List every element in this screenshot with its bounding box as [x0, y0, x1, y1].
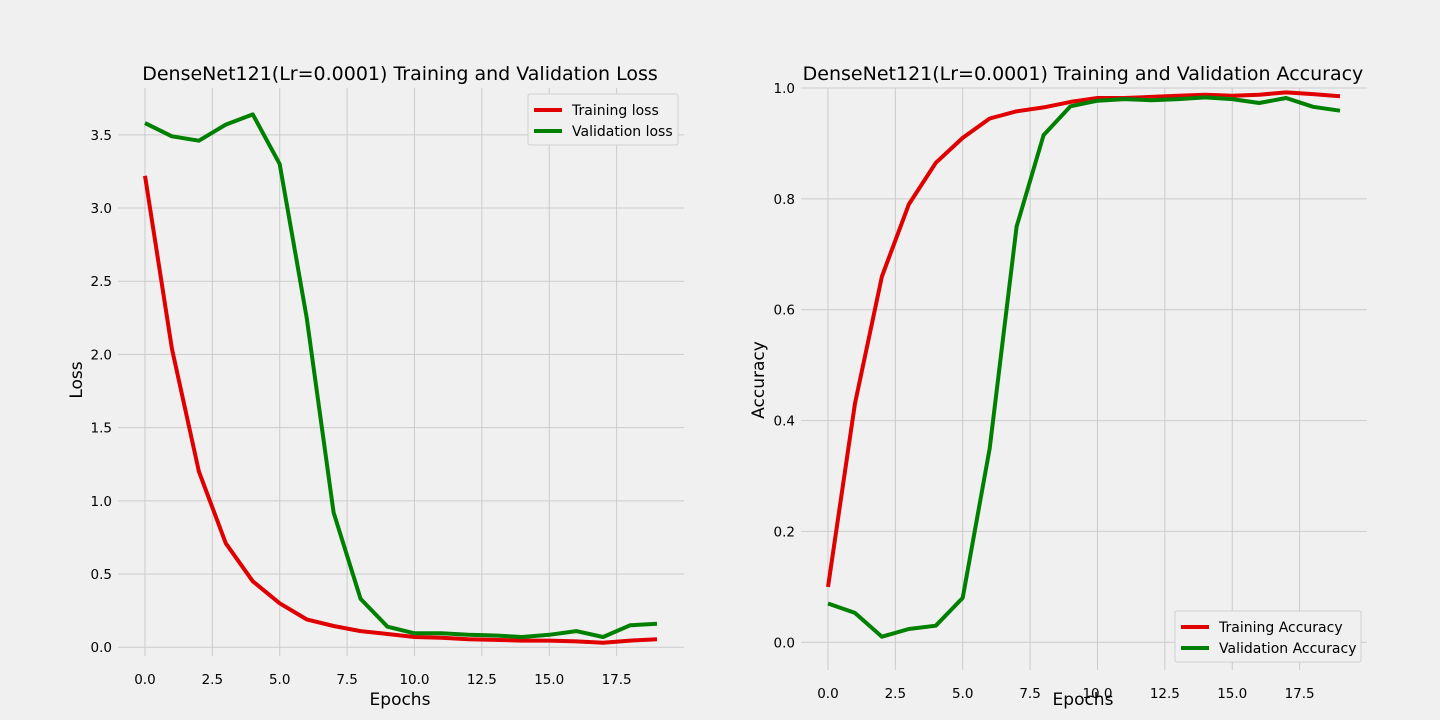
loss-legend-label: Training loss: [571, 103, 659, 119]
accuracy-y-tick-label: 0.2: [774, 524, 795, 540]
loss-y-tick-label: 2.0: [91, 347, 112, 363]
loss-grid: [118, 88, 684, 656]
accuracy-x-ticks: 0.0 2.5 5.0 7.5 10.0 12.5 15.0 17.5: [817, 686, 1314, 702]
accuracy-x-tick-label: 10.0: [1082, 686, 1112, 702]
loss-legend-label: Validation loss: [572, 124, 673, 140]
accuracy-legend-box: [1174, 610, 1362, 663]
accuracy-chart-title: DenseNet121(Lr=0.0001) Training and Vali…: [803, 63, 1364, 85]
loss-series: [143, 112, 658, 645]
accuracy-series: [826, 90, 1341, 639]
loss-series-validation-loss: [144, 112, 658, 639]
accuracy-x-axis-label: Epochs: [1053, 690, 1114, 710]
accuracy-x-tick-label: 0.0: [817, 686, 838, 702]
loss-y-tick-label: 1.0: [91, 494, 112, 510]
accuracy-y-axis-label: Accuracy: [749, 341, 769, 419]
accuracy-chart: 0.0 2.5 5.0 7.5 10.0 12.5 15.0 17.5 0.00.20.40.…: [749, 63, 1367, 710]
accuracy-x-tick-label: 15.0: [1217, 686, 1247, 702]
accuracy-legend-label: Validation Accuracy: [1219, 641, 1357, 657]
loss-x-axis-label: Epochs: [370, 690, 431, 710]
loss-chart-title: DenseNet121(Lr=0.0001) Training and Vali…: [142, 63, 658, 85]
loss-x-tick-label: 17.5: [602, 672, 632, 688]
accuracy-series-validation-accuracy: [827, 95, 1341, 639]
loss-x-tick-label: 10.0: [399, 672, 429, 688]
loss-x-tick-label: 5.0: [269, 672, 290, 688]
accuracy-x-tick-label: 5.0: [952, 686, 973, 702]
accuracy-x-tick-label: 17.5: [1285, 686, 1315, 702]
accuracy-x-tick-label: 7.5: [1019, 686, 1040, 702]
accuracy-y-tick-label: 0.8: [774, 192, 795, 208]
accuracy-y-tick-label: 0.4: [774, 414, 795, 430]
loss-x-tick-label: 0.0: [134, 672, 155, 688]
accuracy-legend: Training Accuracy Validation Accuracy: [1174, 610, 1362, 663]
loss-legend-box: [527, 93, 679, 146]
loss-legend: Training loss Validation loss: [527, 93, 679, 146]
accuracy-x-tick-label: 12.5: [1150, 686, 1180, 702]
loss-series-training-loss: [143, 175, 658, 645]
loss-x-tick-label: 15.0: [534, 672, 564, 688]
loss-chart: 0.0 2.5 5.0 7.5 10.0 12.5 15.0 17.5 0.0 0.5 1.0 1.…: [67, 63, 684, 710]
accuracy-y-tick-label: 0.0: [774, 635, 795, 651]
loss-y-tick-label: 0.5: [91, 567, 112, 583]
loss-y-tick-label: 1.5: [91, 421, 112, 437]
loss-y-tick-label: 3.5: [91, 128, 112, 144]
accuracy-series-training-accuracy: [826, 90, 1341, 588]
loss-x-tick-label: 7.5: [336, 672, 357, 688]
accuracy-y-tick-label: 0.6: [774, 303, 795, 319]
accuracy-y-ticks: 0.0 0.2 0.4 0.6 0.8 1.0: [774, 81, 795, 651]
loss-y-tick-label: 0.0: [91, 640, 112, 656]
accuracy-legend-label: Training Accuracy: [1218, 620, 1343, 636]
loss-y-tick-label: 2.5: [91, 274, 112, 290]
accuracy-x-tick-label: 2.5: [885, 686, 906, 702]
loss-x-tick-label: 2.5: [202, 672, 223, 688]
accuracy-y-tick-label: 1.0: [774, 81, 795, 97]
loss-y-tick-label: 3.0: [91, 201, 112, 217]
loss-y-axis-label: Loss: [67, 361, 87, 398]
loss-x-tick-label: 12.5: [467, 672, 497, 688]
loss-y-ticks: 0.0 0.5 1.0 1.5 2.0 2.5 3.0 3.5: [91, 128, 112, 656]
loss-x-ticks: 0.0 2.5 5.0 7.5 10.0 12.5 15.0 17.5: [134, 672, 631, 688]
